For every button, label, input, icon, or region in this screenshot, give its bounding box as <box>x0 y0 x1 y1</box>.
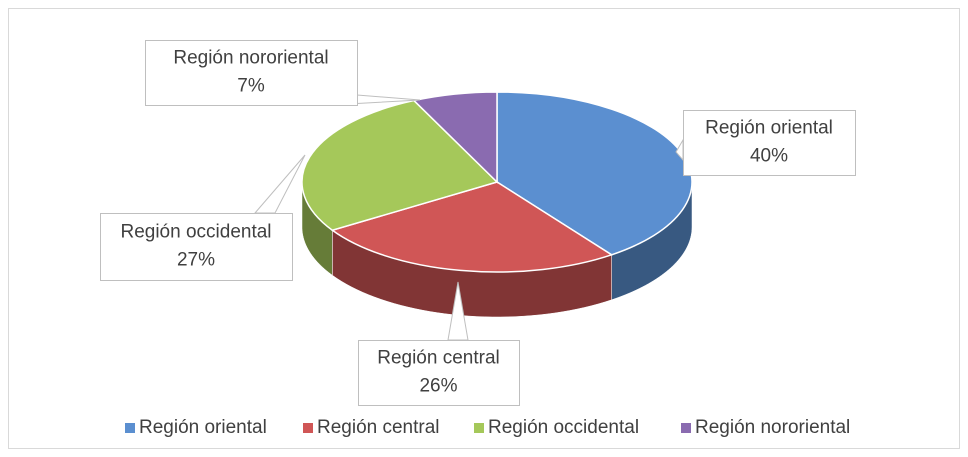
data-label-name: Región nororiental <box>173 48 328 69</box>
legend-label: Región oriental <box>139 417 267 438</box>
legend-swatch <box>125 423 135 433</box>
callout-cover <box>359 341 519 405</box>
data-label-name: Región central <box>377 348 500 369</box>
data-label-name: Región oriental <box>705 118 833 139</box>
data-label-name: Región occidental <box>120 222 271 243</box>
slice <box>301 99 499 232</box>
data-label-value: 27% <box>177 250 215 271</box>
legend-label: Región occidental <box>488 417 639 438</box>
legend-swatch <box>681 423 691 433</box>
data-label-value: 7% <box>237 76 265 97</box>
legend-swatch <box>303 423 313 433</box>
callout-cover <box>146 41 357 105</box>
legend-label: Región central <box>317 417 440 438</box>
legend-label: Región nororiental <box>695 417 850 438</box>
slice <box>330 181 614 273</box>
callout-cover <box>684 111 855 175</box>
data-label-value: 40% <box>750 146 788 167</box>
legend-swatch <box>474 423 484 433</box>
data-label-value: 26% <box>419 376 457 397</box>
callout-cover <box>101 214 292 280</box>
